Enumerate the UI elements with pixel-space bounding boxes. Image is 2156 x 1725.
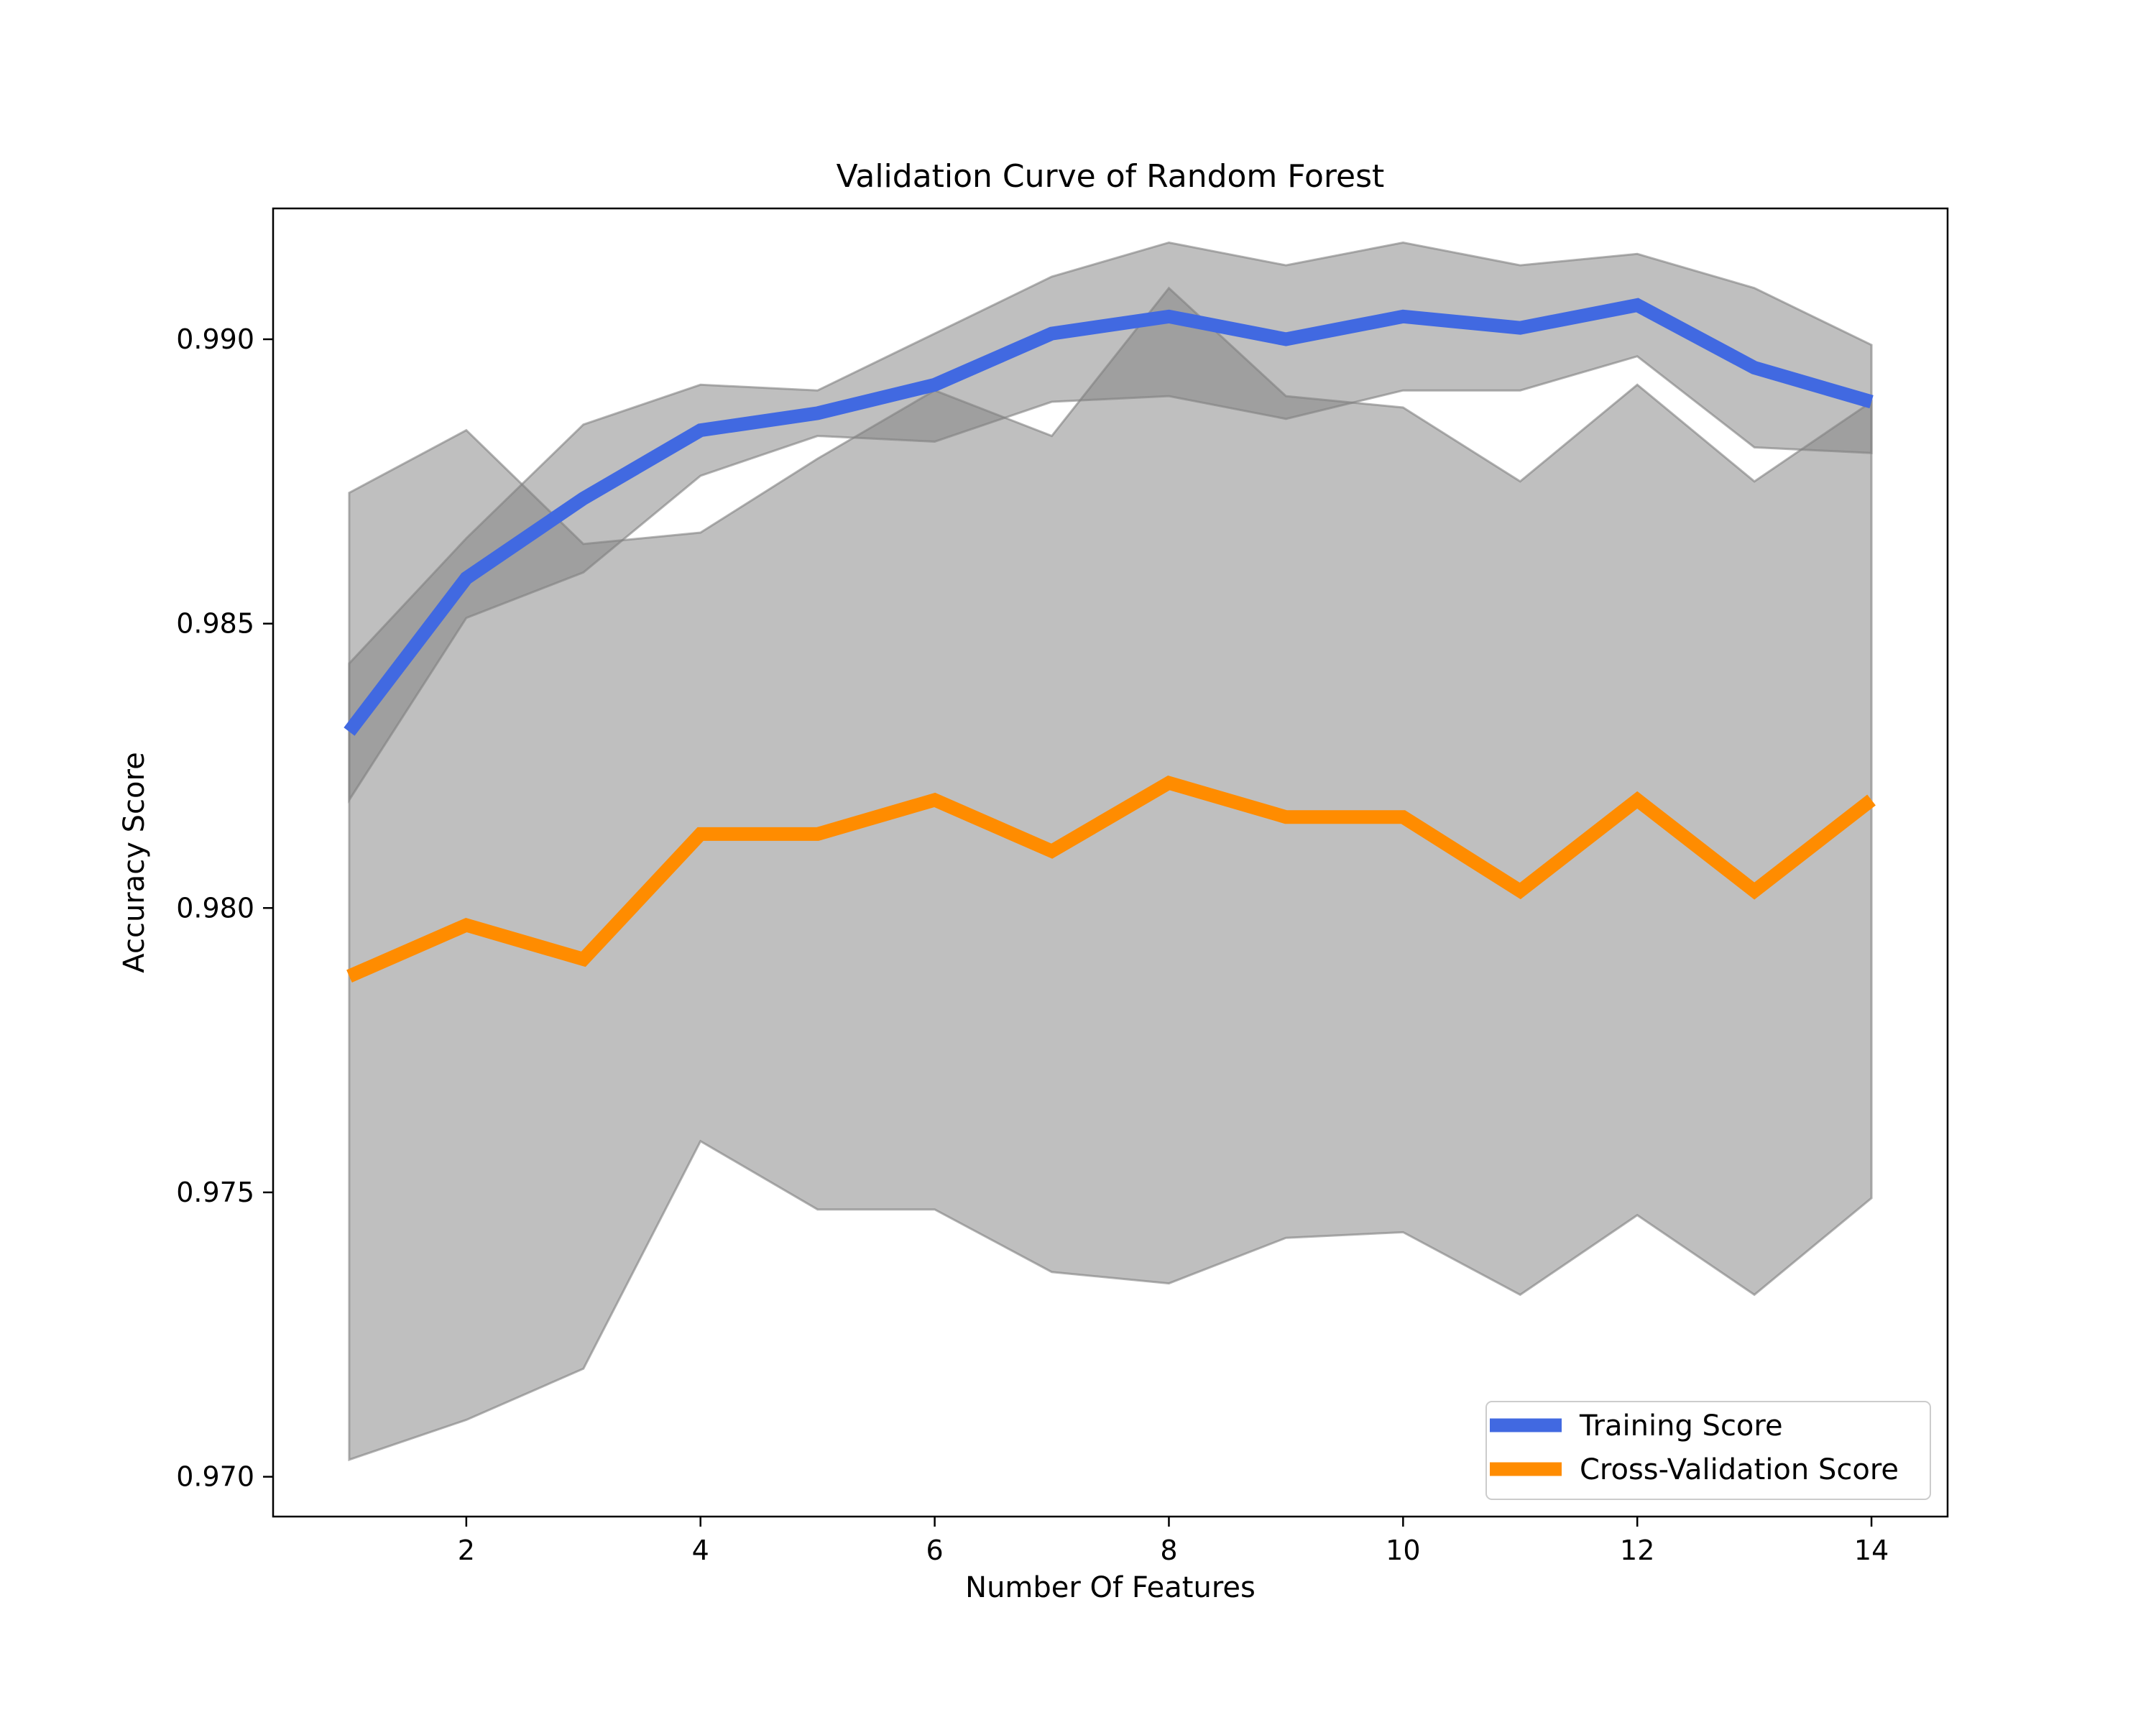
x-axis-label: Number Of Features (965, 1571, 1256, 1604)
y-tick-label: 0.970 (176, 1461, 254, 1493)
cross-validation-score-band (348, 286, 1873, 1461)
y-axis-ticks: 0.970 0.975 0.980 0.985 0.990 (176, 323, 273, 1493)
chart-title: Validation Curve of Random Forest (837, 158, 1385, 195)
confidence-bands (348, 241, 1873, 1461)
x-tick-label: 14 (1854, 1535, 1889, 1566)
y-tick-label: 0.975 (176, 1177, 254, 1208)
y-tick-label: 0.990 (176, 323, 254, 355)
cross-validation-score-line (346, 775, 1876, 983)
plot-frame (272, 207, 1949, 1518)
x-axis-ticks: 2 4 6 8 10 12 14 (458, 1517, 1889, 1566)
y-axis-label: Accuracy Score (118, 752, 151, 972)
y-tick-label: 0.980 (176, 892, 254, 924)
series-lines (344, 298, 1876, 983)
legend: Training Score Cross-Validation Score (1485, 1401, 1931, 1500)
x-tick-label: 12 (1620, 1535, 1654, 1566)
x-tick-label: 10 (1386, 1535, 1420, 1566)
training-score-line (344, 298, 1874, 736)
legend-label-cross-validation: Cross-Validation Score (1580, 1453, 1899, 1486)
x-tick-label: 4 (692, 1535, 709, 1566)
y-tick-label: 0.985 (176, 608, 254, 640)
legend-label-training: Training Score (1579, 1409, 1783, 1443)
x-tick-label: 8 (1160, 1535, 1177, 1566)
legend-box (1485, 1401, 1931, 1500)
x-tick-label: 6 (926, 1535, 944, 1566)
x-tick-label: 2 (458, 1535, 475, 1566)
